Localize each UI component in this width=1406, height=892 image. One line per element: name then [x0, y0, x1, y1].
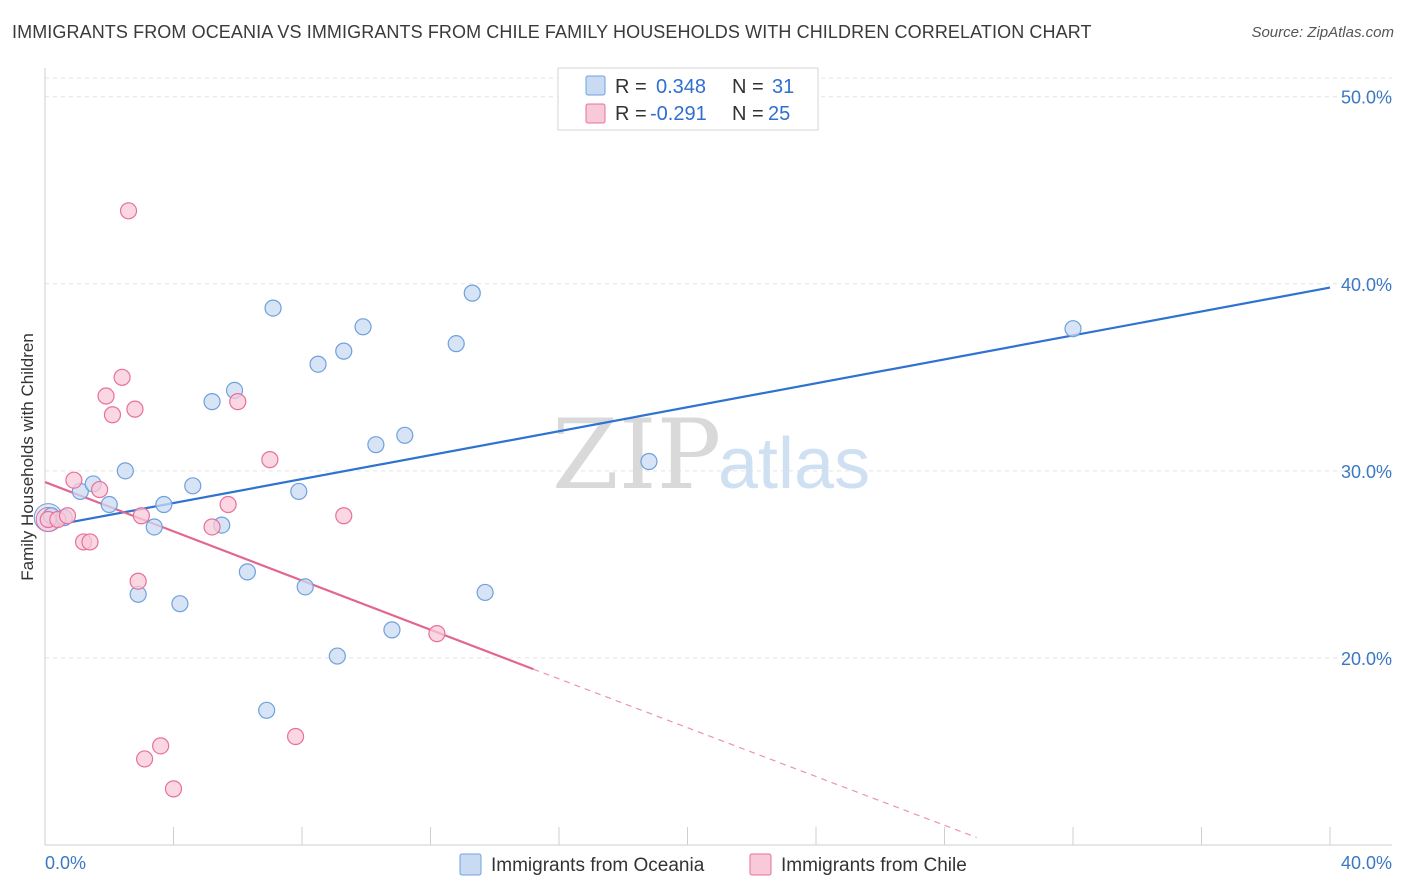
point-chile-22 — [335, 507, 353, 525]
point-chile-6 — [91, 480, 109, 499]
x-tick-label-0: 0.0% — [45, 853, 86, 873]
trend-lines — [44, 286, 1331, 839]
point-oceania-29 — [640, 452, 658, 471]
point-oceania-24 — [383, 621, 401, 639]
point-chile-19 — [229, 393, 247, 411]
point-oceania-14 — [238, 563, 256, 581]
legend-swatch-oceania — [585, 75, 606, 96]
legend-n-label-1: N = — [732, 76, 764, 98]
y-tick-labels: 20.0% 30.0% 40.0% 50.0% — [1341, 88, 1392, 669]
legend-r-value-2: -0.291 — [650, 103, 707, 125]
legend-n-label-2: N = — [732, 103, 764, 125]
axes — [44, 68, 1392, 846]
series-swatch-oceania — [459, 853, 482, 876]
point-oceania-5 — [116, 462, 134, 480]
point-chile-10 — [119, 202, 138, 220]
point-chile-23 — [428, 625, 446, 643]
series-legend: Immigrants from Oceania Immigrants from … — [459, 853, 967, 876]
legend-n-value-1: 31 — [772, 76, 794, 98]
point-chile-5 — [81, 533, 99, 551]
point-chile-13 — [132, 507, 150, 525]
correlation-legend: R = 0.348 N = 31 R = -0.291 N = 25 — [557, 67, 819, 131]
point-oceania-27 — [463, 284, 481, 302]
point-oceania-9 — [171, 595, 189, 613]
point-chile-16 — [164, 780, 183, 798]
data-points — [33, 202, 1082, 798]
point-oceania-19 — [309, 355, 327, 373]
point-oceania-11 — [203, 393, 221, 411]
point-oceania-8 — [155, 495, 173, 514]
legend-r-value-1: 0.348 — [656, 76, 706, 98]
y-axis-label: Family Households with Children — [18, 333, 37, 581]
series-label-oceania: Immigrants from Oceania — [491, 855, 705, 876]
point-chile-2 — [58, 507, 77, 525]
point-chile-7 — [97, 387, 115, 405]
point-oceania-18 — [296, 578, 314, 596]
point-chile-21 — [286, 727, 305, 746]
point-oceania-26 — [447, 335, 465, 353]
point-oceania-25 — [396, 426, 414, 444]
x-tick-labels: 0.0% 40.0% — [45, 853, 1392, 873]
trend-line-1 — [44, 481, 534, 671]
point-oceania-23 — [367, 436, 385, 454]
point-oceania-10 — [184, 477, 202, 495]
point-chile-20 — [261, 451, 279, 469]
point-chile-3 — [65, 471, 83, 489]
watermark-atlas: atlas — [718, 424, 870, 504]
y-tick-label-2: 40.0% — [1341, 275, 1392, 295]
point-oceania-16 — [264, 299, 282, 317]
y-tick-label-1: 30.0% — [1341, 462, 1392, 482]
point-chile-17 — [203, 518, 221, 536]
legend-r-label-1: R = — [615, 76, 647, 98]
point-oceania-7 — [145, 518, 163, 536]
series-label-chile: Immigrants from Chile — [781, 855, 967, 876]
y-tick-label-0: 20.0% — [1341, 649, 1392, 669]
legend-n-value-2: 25 — [768, 103, 790, 125]
point-chile-9 — [113, 368, 131, 386]
point-oceania-30 — [1064, 320, 1082, 338]
point-oceania-28 — [476, 583, 494, 602]
point-chile-14 — [135, 750, 154, 768]
trend-line-dashed-1 — [533, 668, 977, 839]
x-tick-label-1: 40.0% — [1341, 853, 1392, 873]
point-chile-11 — [126, 400, 144, 418]
legend-swatch-chile — [585, 103, 606, 124]
point-oceania-17 — [290, 482, 308, 501]
point-chile-15 — [152, 737, 170, 755]
point-chile-12 — [129, 572, 147, 590]
trend-line-0 — [44, 286, 1331, 529]
point-oceania-4 — [100, 495, 118, 514]
point-oceania-21 — [335, 342, 353, 360]
y-tick-label-3: 50.0% — [1341, 88, 1392, 108]
source-label: Source: ZipAtlas.com — [1251, 24, 1394, 41]
point-oceania-15 — [258, 701, 276, 719]
point-chile-18 — [219, 495, 237, 514]
chart-title: IMMIGRANTS FROM OCEANIA VS IMMIGRANTS FR… — [12, 22, 1092, 42]
point-chile-8 — [103, 406, 122, 424]
legend-r-label-2: R = — [615, 103, 647, 125]
series-swatch-chile — [749, 853, 772, 876]
point-oceania-22 — [354, 318, 372, 336]
point-oceania-20 — [328, 647, 346, 665]
